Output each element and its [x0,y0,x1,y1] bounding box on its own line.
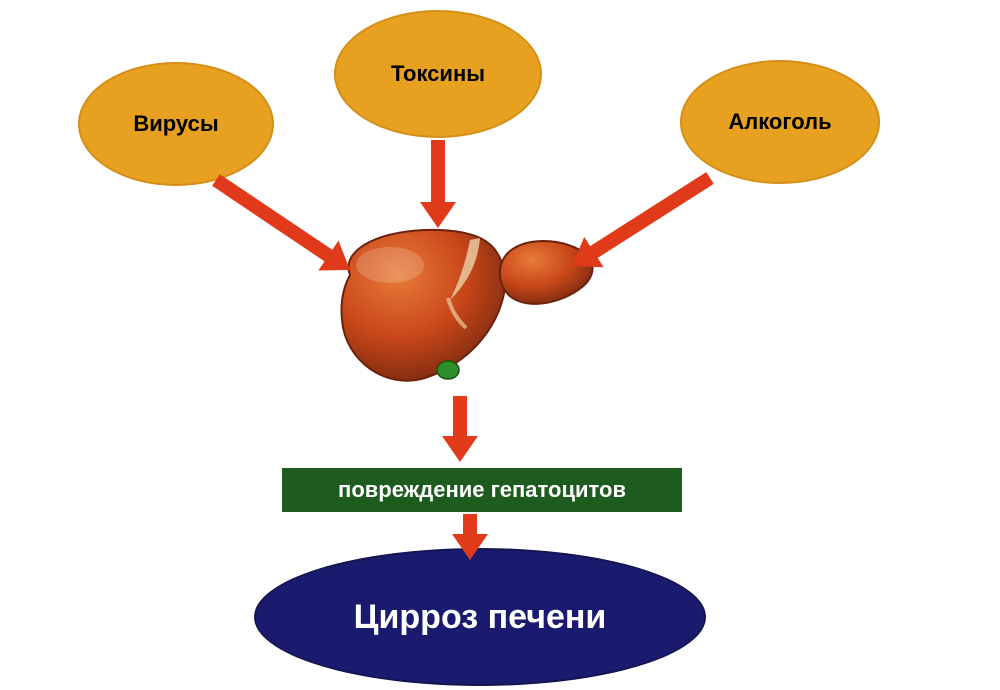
arrow-damage [452,514,488,560]
arrow-liver [442,396,478,462]
arrow-alcohol [562,163,719,281]
diagram-stage: Вирусы Токсины Алкоголь повреждение гепа… [0,0,1000,690]
arrows-layer [0,0,1000,690]
arrow-toxins [420,140,456,228]
arrow-viruses [206,165,360,285]
